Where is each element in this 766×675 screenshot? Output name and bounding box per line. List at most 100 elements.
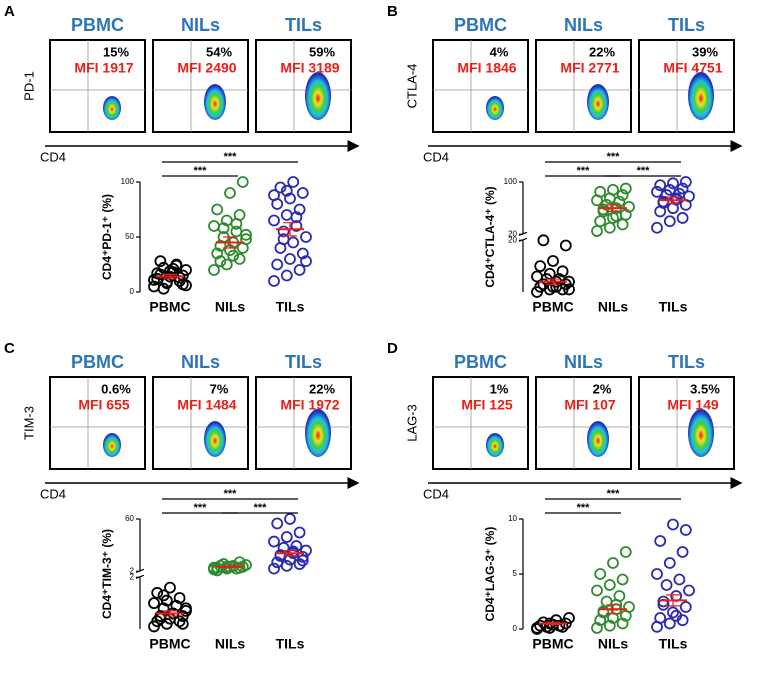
dot [280,184,293,197]
significance-label: *** [577,502,591,514]
panel: C PBMC 0.6%MFI 655 NILs 7%MFI 1484 TILs 22%MFI… [4,340,360,652]
mfi-label: MFI 1846 [457,60,516,76]
mfi-label: MFI 2771 [560,60,619,76]
mfi-label: MFI 1917 [74,60,133,76]
flow-title: NILs [181,352,220,372]
x-marker-label: CD4 [40,486,66,501]
flow-title: NILs [181,15,220,35]
dot [274,181,287,194]
density-blob [305,72,331,120]
y-tick-label: 100 [121,177,135,186]
dot [240,228,252,241]
mfi-label: MFI 149 [667,397,719,413]
dot [268,214,280,227]
y-axis-label: CD4⁺LAG-3⁺ (%) [483,527,497,622]
dot [284,253,296,265]
dot [594,215,607,228]
dot [220,258,233,271]
panel: B PBMC 4%MFI 1846 NILs 22%MFI 2771 TILs 39%MFI… [387,3,743,315]
dot [240,559,252,571]
mfi-label: MFI 1484 [177,397,236,413]
dot [280,209,293,221]
dot [280,531,293,543]
flow-box [535,376,632,470]
flow-box [49,39,146,133]
dot [607,557,619,569]
significance-label: *** [577,165,591,177]
y-axis-label: CD4⁺PD-1⁺ (%) [100,194,114,280]
y-tick-label: 20 [508,229,517,238]
percent-label: 22% [309,381,335,396]
dot [660,579,673,591]
dot [271,556,284,569]
dot [271,258,284,271]
sem-bar [666,196,680,205]
dot [296,187,309,199]
panel-label: A [4,3,15,20]
y-marker-label: CTLA-4 [404,64,419,109]
significance-label: *** [637,165,651,177]
dot [151,586,164,599]
sem-bar [546,278,560,285]
dot [268,275,280,287]
dot [594,185,607,198]
density-blob [688,409,714,457]
percent-label: 15% [103,44,129,59]
dot [208,264,220,276]
dot [224,187,236,199]
flow-box [535,39,632,133]
flow-title: PBMC [454,352,507,372]
density-blob [688,72,714,120]
dot [654,612,667,624]
y-tick-label: 20 [508,235,517,244]
dot [227,249,240,262]
percent-label: 1% [490,381,509,396]
dot [651,568,663,580]
sem-bar [223,565,237,569]
dot [623,601,635,613]
x-tick-label: TILs [276,299,305,315]
dot [663,557,676,569]
dot [157,589,170,602]
dot [271,517,284,530]
percent-label: 3.5% [690,381,720,396]
y-axis-label: CD4⁺TIM-3⁺ (%) [100,529,114,619]
x-tick-label: NILs [598,636,629,652]
dot [654,179,667,192]
dot [603,579,616,591]
dot [176,617,189,630]
dot [676,546,689,558]
dot [293,558,306,570]
dot [287,176,300,188]
flow-box [255,376,352,470]
flow-title: PBMC [454,15,507,35]
x-tick-label: PBMC [149,636,190,652]
dot [534,260,547,273]
sem-bar [163,273,177,280]
dot [673,573,686,586]
dot [211,203,224,216]
density-blob [587,84,609,120]
dot [217,222,230,235]
density-blob [486,96,504,120]
dot [603,221,616,234]
dot [563,612,575,624]
x-tick-label: TILs [659,636,688,652]
dot [619,546,632,558]
dot [214,255,227,268]
flow-box [432,39,529,133]
dot [284,513,296,525]
flow-title: TILs [668,352,705,372]
dot [597,203,610,216]
sem-bar [606,204,620,213]
dot [651,185,663,198]
mfi-label: MFI 125 [461,397,513,413]
density-blob [103,433,121,457]
dot [296,554,309,567]
x-tick-label: NILs [598,299,629,315]
mfi-label: MFI 4751 [663,60,722,76]
significance-label: *** [607,488,621,500]
flow-title: TILs [285,15,322,35]
panel-label: B [387,3,398,20]
x-tick-label: TILs [276,636,305,652]
